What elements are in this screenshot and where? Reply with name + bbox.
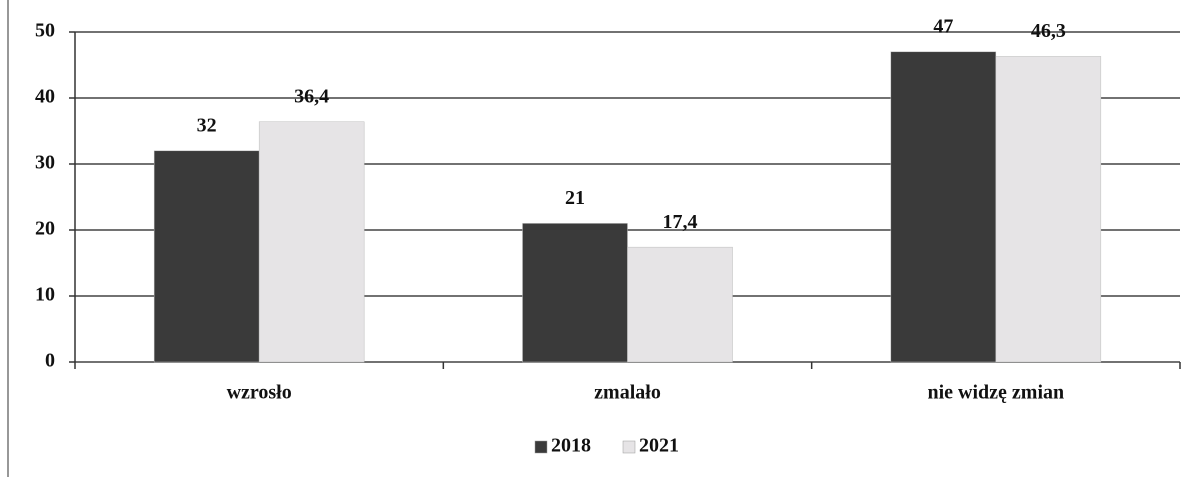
y-tick-label: 20 <box>35 218 55 240</box>
y-tick-label: 40 <box>35 86 55 108</box>
legend-label: 2021 <box>639 435 679 457</box>
x-tick-label: nie widzę zmian <box>928 382 1065 404</box>
value-label: 36,4 <box>294 85 329 107</box>
legend-swatch <box>534 440 548 454</box>
bar <box>522 223 628 363</box>
y-tick-label: 50 <box>35 20 55 42</box>
value-label: 46,3 <box>1031 20 1066 42</box>
value-label: 21 <box>565 187 585 209</box>
legend-swatch <box>622 440 636 454</box>
x-tick-label: wzrosło <box>227 382 292 404</box>
y-tick-label: 10 <box>35 284 55 306</box>
bar <box>258 121 365 363</box>
bar <box>153 150 260 363</box>
bar <box>995 56 1102 363</box>
y-tick-label: 30 <box>35 152 55 174</box>
legend-label: 2018 <box>551 435 591 457</box>
y-tick-label: 0 <box>45 350 55 372</box>
bar <box>627 246 733 363</box>
value-label: 47 <box>933 15 953 37</box>
bar <box>890 51 997 363</box>
x-tick-label: zmalało <box>594 382 661 404</box>
value-label: 17,4 <box>663 211 698 233</box>
value-label: 32 <box>197 114 217 136</box>
